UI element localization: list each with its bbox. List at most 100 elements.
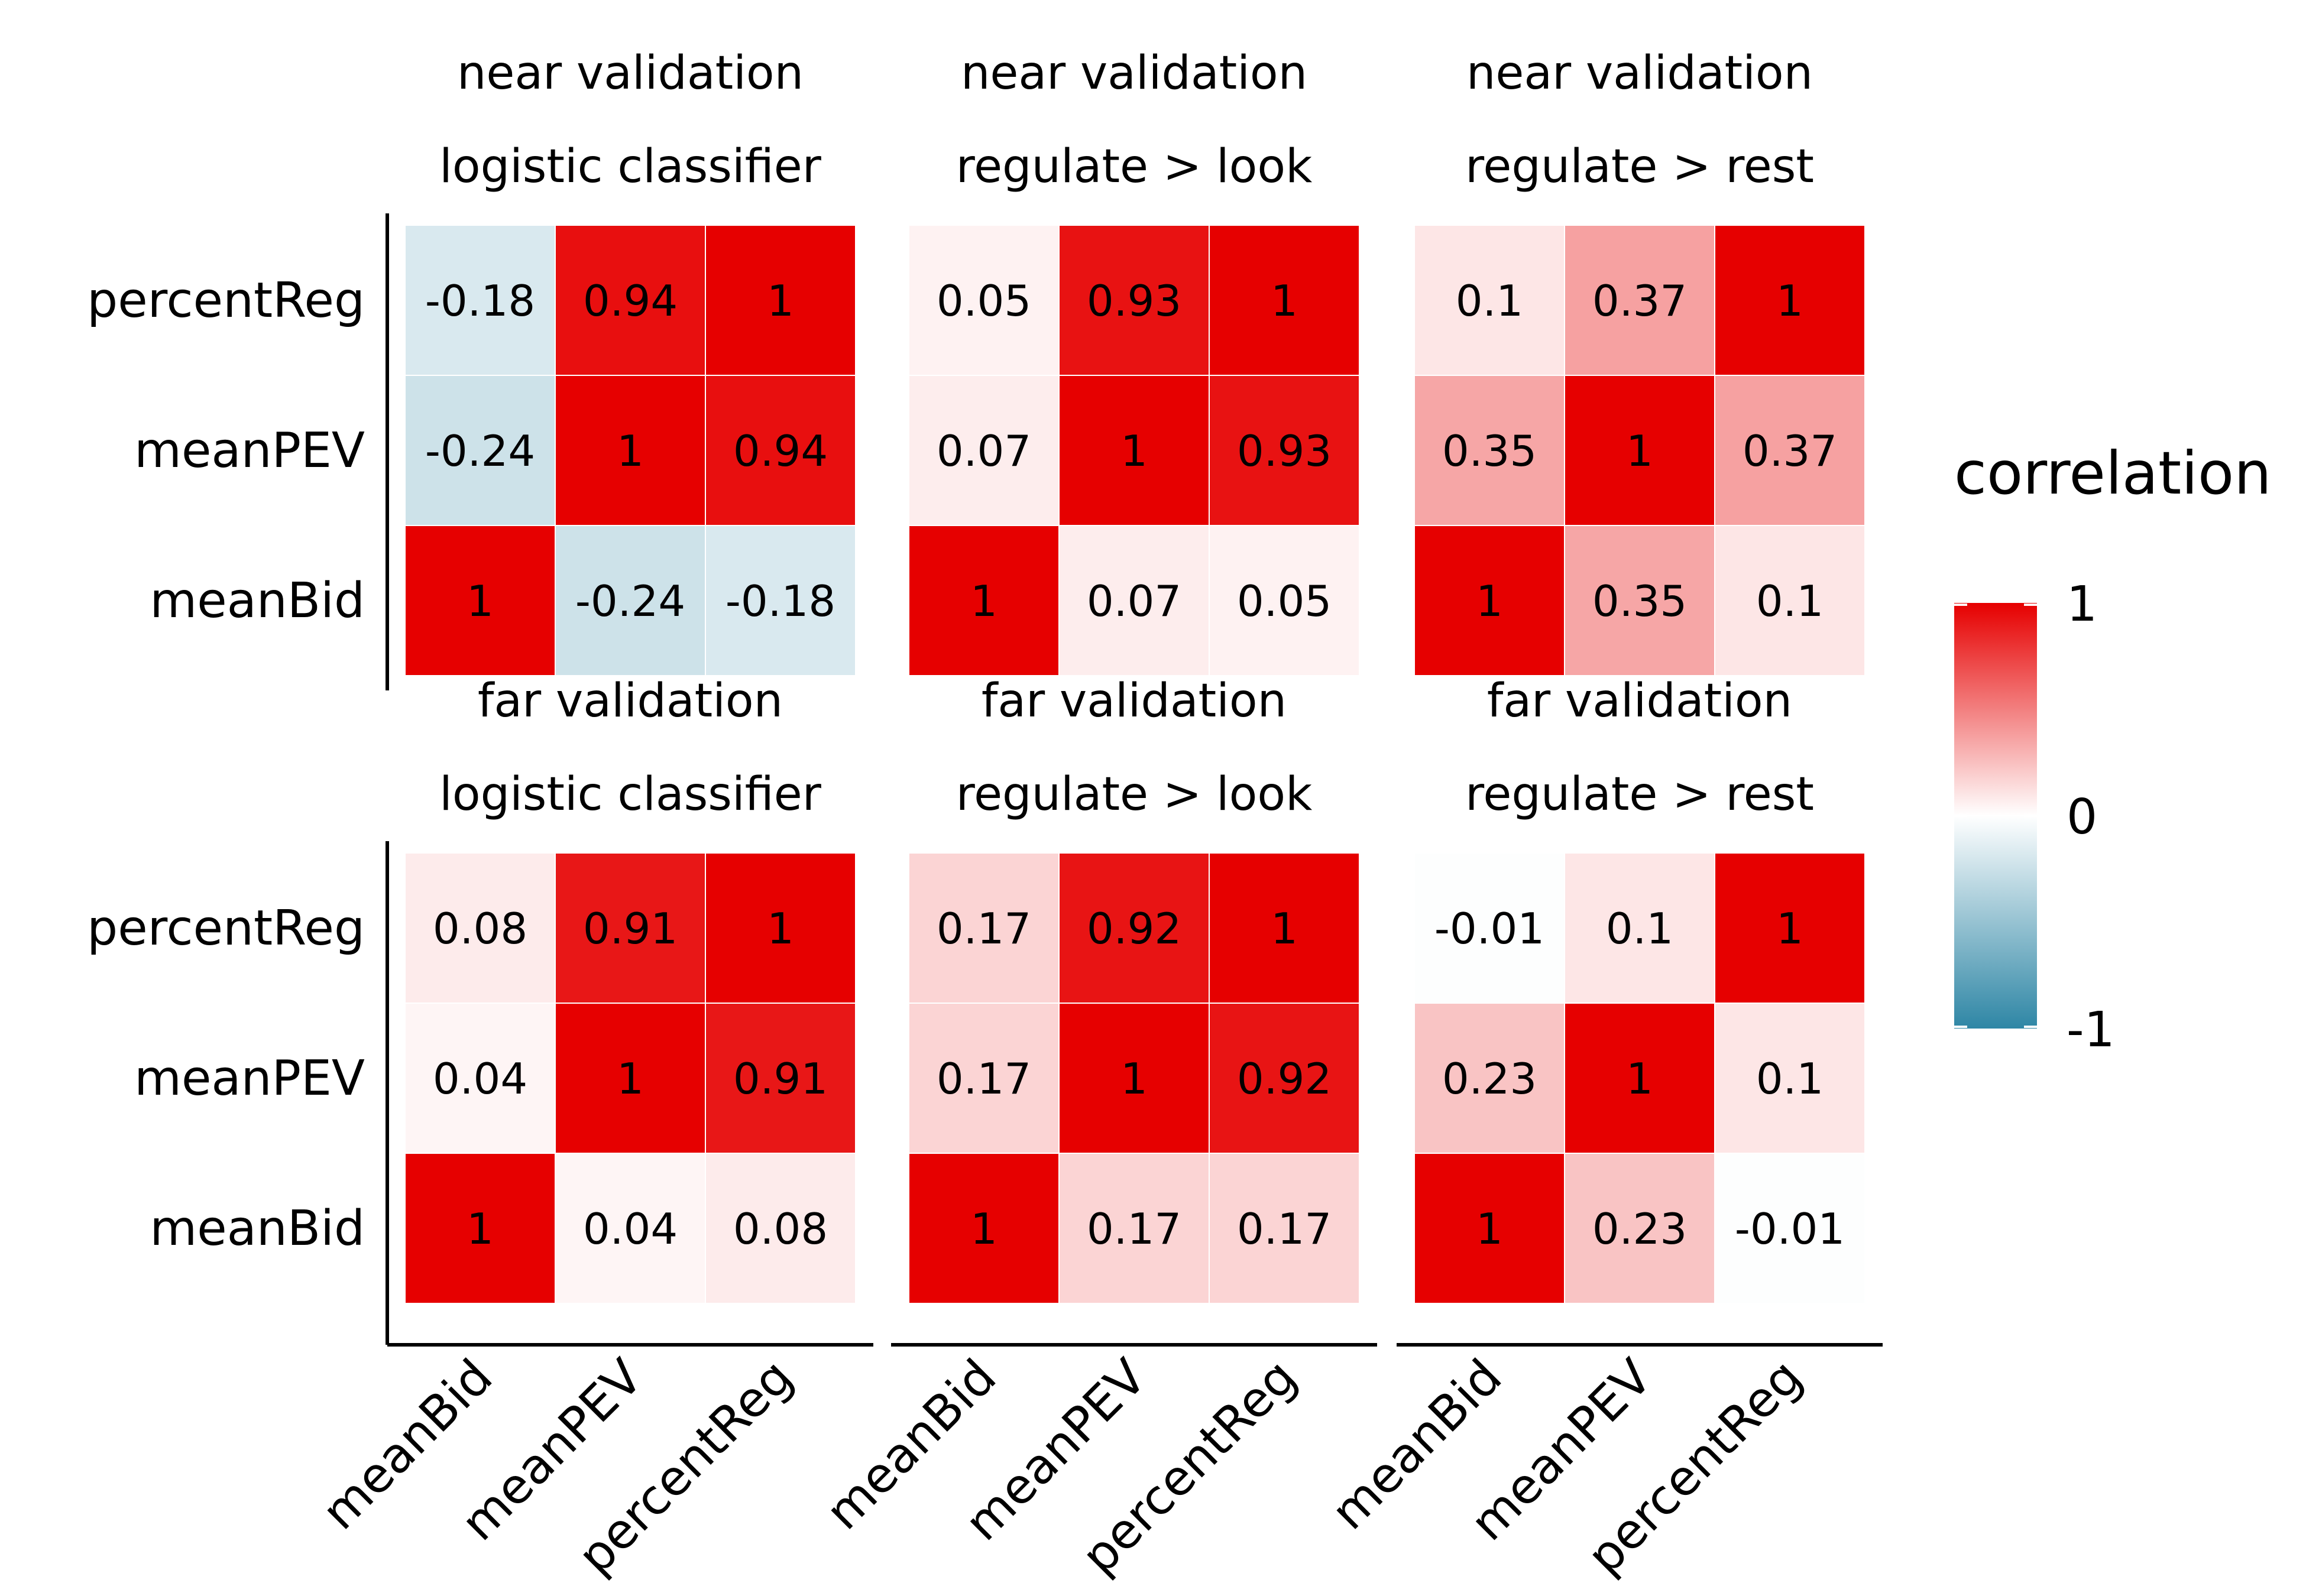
heatmap-cell (1209, 1153, 1360, 1304)
panel-title-line: far validation (982, 674, 1287, 728)
heatmap-cell (404, 1153, 556, 1304)
heatmap-cell (1414, 852, 1565, 1004)
cell-value-label: 1 (1776, 904, 1803, 953)
cell-value-label: 0.04 (583, 1204, 678, 1254)
facet-panel: far validation regulate > look 1 0.17 0.17 0.… (815, 674, 1377, 1585)
cell-value-label: 0.91 (733, 1054, 828, 1104)
heatmap-cell (555, 852, 706, 1004)
facet-panel: near validation regulate > rest 1 0.35 0.1 0.… (1414, 47, 1865, 676)
legend-title: correlation (1954, 439, 2272, 508)
heatmap-cell (1564, 375, 1715, 526)
cell-value-label: 0.93 (1087, 276, 1181, 326)
heatmap-cell (1564, 1003, 1715, 1154)
panel-title-line: far validation (1487, 674, 1792, 728)
panel-title-line: regulate > rest (1465, 768, 1814, 821)
cell-value-label: 1 (970, 1204, 997, 1254)
heatmap-cell (1714, 525, 1865, 676)
heatmap-cell (705, 375, 856, 526)
heatmap-cell (1209, 852, 1360, 1004)
cell-value-label: 0.05 (937, 276, 1031, 326)
panel-title-line: near validation (961, 47, 1307, 100)
cell-value-label: -0.01 (1434, 904, 1544, 953)
heatmap-cell (404, 525, 556, 676)
cell-value-label: -0.24 (425, 426, 535, 476)
cell-value-label: 0.07 (1087, 576, 1181, 626)
cell-value-label: 1 (617, 426, 644, 476)
legend-tick-label: 0 (2067, 789, 2097, 845)
color-legend: correlation 1 0 -1 (1954, 439, 2272, 1058)
y-tick-label: meanPEV (134, 423, 365, 479)
cell-value-label: 0.08 (433, 904, 527, 953)
facet-panel: far validation regulate > rest 1 0.23 -0.01 0… (1321, 674, 1883, 1585)
heatmap-cell (1058, 375, 1210, 526)
facet-panel: near validation logistic classifier 1 -0.24… (87, 47, 856, 690)
legend-tick-label: -1 (2067, 1002, 2115, 1058)
heatmap-cell (1414, 525, 1565, 676)
cell-value-label: 0.92 (1237, 1054, 1332, 1104)
cell-value-label: 0.17 (937, 1054, 1031, 1104)
cell-value-label: 1 (1626, 426, 1653, 476)
heatmap-cell (1209, 225, 1360, 376)
cell-value-label: 0.1 (1756, 576, 1824, 626)
cell-value-label: 1 (1120, 1054, 1148, 1104)
legend-ticks: 1 0 -1 (1954, 576, 2115, 1058)
heatmap-cell (404, 1003, 556, 1154)
heatmap-cell (555, 375, 706, 526)
heatmap-cell (555, 1153, 706, 1304)
heatmap-cell (1209, 1003, 1360, 1154)
panel-title-line: regulate > rest (1465, 140, 1814, 193)
panel-title-line: regulate > look (956, 768, 1313, 821)
cell-value-label: 0.93 (1237, 426, 1332, 476)
cell-value-label: 1 (467, 1204, 494, 1254)
panel-title-line: far validation (478, 674, 783, 728)
heatmap-cell (1058, 1153, 1210, 1304)
heatmap-cell (1058, 1003, 1210, 1154)
y-tick-label: meanBid (150, 573, 365, 629)
heatmap-cell (1714, 375, 1865, 526)
cell-value-label: 0.1 (1606, 904, 1674, 953)
cell-value-label: 1 (1271, 904, 1298, 953)
legend-color-bar (1954, 603, 2037, 1029)
y-tick-label: meanBid (150, 1201, 365, 1257)
cell-value-label: 0.07 (937, 426, 1031, 476)
cell-value-label: 1 (970, 576, 997, 626)
cell-value-label: 0.37 (1592, 276, 1687, 326)
heatmap-cell (1414, 375, 1565, 526)
panel-title-line: logistic classifier (439, 768, 822, 821)
cell-value-label: 0.35 (1442, 426, 1537, 476)
cell-value-label: 0.1 (1456, 276, 1524, 326)
heatmap-cell (1058, 525, 1210, 676)
cell-value-label: -0.24 (575, 576, 685, 626)
heatmap-cell (1414, 1003, 1565, 1154)
heatmap-cell (908, 1153, 1060, 1304)
cell-value-label: 0.94 (733, 426, 828, 476)
panel-title-line: logistic classifier (439, 140, 822, 193)
cell-value-label: -0.18 (425, 276, 535, 326)
cell-value-label: -0.18 (726, 576, 835, 626)
cell-value-label: 0.35 (1592, 576, 1687, 626)
cell-value-label: 0.08 (733, 1204, 828, 1254)
facet-panels: near validation logistic classifier 1 -0.24… (87, 47, 1883, 1585)
panel-title-line: near validation (457, 47, 804, 100)
cell-value-label: 1 (467, 576, 494, 626)
heatmap-cell (705, 225, 856, 376)
heatmap-cell (1414, 225, 1565, 376)
heatmap-cell (404, 852, 556, 1004)
cell-value-label: 0.17 (1237, 1204, 1332, 1254)
cell-value-label: 0.94 (583, 276, 678, 326)
heatmap-cell (555, 525, 706, 676)
cell-value-label: 0.04 (433, 1054, 527, 1104)
cell-value-label: 1 (1776, 276, 1803, 326)
heatmap-cell (705, 525, 856, 676)
heatmap-cell (908, 525, 1060, 676)
heatmap-cell (1714, 225, 1865, 376)
heatmap-cell (1564, 225, 1715, 376)
heatmap-cell (1058, 852, 1210, 1004)
legend-tick-label: 1 (2067, 576, 2097, 632)
heatmap-cell (705, 852, 856, 1004)
cell-value-label: 0.37 (1743, 426, 1837, 476)
heatmap-cell (1058, 225, 1210, 376)
cell-value-label: 1 (1271, 276, 1298, 326)
cell-value-label: 1 (767, 904, 794, 953)
